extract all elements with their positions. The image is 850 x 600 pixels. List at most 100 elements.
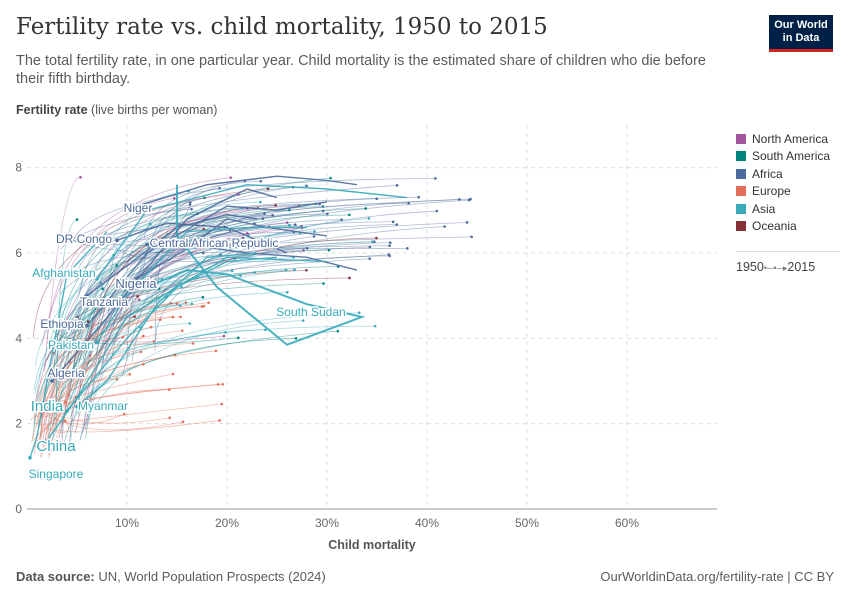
trajectory-start-point xyxy=(152,340,156,343)
series-line-myanmar xyxy=(76,252,258,408)
trajectory-start-point xyxy=(293,268,296,272)
background-trajectory xyxy=(45,331,226,390)
trajectory-start-point xyxy=(406,247,409,250)
trajectory-start-point xyxy=(284,268,288,272)
background-trajectory xyxy=(96,224,397,354)
background-trajectory xyxy=(75,312,360,414)
trajectory-start-point xyxy=(469,197,472,201)
trajectory-start-point xyxy=(465,221,469,224)
background-trajectory xyxy=(71,208,366,381)
y-tick-label: 6 xyxy=(15,246,22,260)
trajectory-start-point xyxy=(340,218,343,221)
background-trajectory xyxy=(135,226,225,286)
background-trajectory xyxy=(72,283,324,342)
background-trajectory xyxy=(77,223,151,416)
series-label: South Sudan xyxy=(276,305,345,319)
trajectory-start-point xyxy=(373,324,377,328)
legend-item[interactable]: North America xyxy=(736,130,830,148)
series-label: DR Congo xyxy=(56,232,112,246)
background-trajectory xyxy=(43,316,135,368)
background-trajectory xyxy=(46,335,144,442)
legend-item[interactable]: Europe xyxy=(736,183,830,201)
background-trajectory xyxy=(37,316,181,412)
trajectory-start-point xyxy=(388,244,391,247)
legend-item[interactable]: Oceania xyxy=(736,218,830,236)
trajectory-start-point xyxy=(218,419,221,422)
trajectory-start-point xyxy=(180,285,183,289)
series-end-point xyxy=(145,285,149,289)
legend-label: Oceania xyxy=(752,219,797,234)
background-trajectory xyxy=(38,288,160,428)
x-tick-label: 50% xyxy=(515,516,539,530)
trajectory-start-point xyxy=(202,304,206,308)
trajectory-start-point xyxy=(395,184,399,187)
background-trajectory xyxy=(81,196,419,254)
legend-item[interactable]: Africa xyxy=(736,165,830,183)
trajectory-start-point xyxy=(368,257,371,260)
owid-logo[interactable]: Our World in Data xyxy=(769,15,833,52)
series-end-point xyxy=(85,293,89,298)
trajectory-start-point xyxy=(288,223,291,227)
trajectory-start-point xyxy=(368,245,372,249)
trajectory-start-point xyxy=(79,272,82,276)
trajectory-start-point xyxy=(75,218,79,221)
background-trajectory xyxy=(46,342,194,414)
timeline-end: 2015 xyxy=(787,260,816,274)
trajectory-start-point xyxy=(285,291,289,294)
trajectory-start-point xyxy=(142,334,145,338)
background-trajectory xyxy=(45,413,125,425)
series-end-point xyxy=(45,438,49,443)
background-trajectory xyxy=(38,354,176,414)
timeline-start: 1950 xyxy=(736,260,764,274)
trajectory-start-point xyxy=(139,350,143,354)
series-end-point xyxy=(115,238,119,242)
series-line-afghanistan xyxy=(96,184,408,280)
background-trajectory xyxy=(57,291,288,415)
trajectory-start-point xyxy=(63,419,67,422)
trajectory-start-point xyxy=(222,334,226,338)
background-trajectory xyxy=(45,420,70,433)
trajectory-start-point xyxy=(367,217,371,220)
series-label: Tanzania xyxy=(80,295,128,309)
trajectory-start-point xyxy=(305,269,308,272)
trajectory-start-point xyxy=(237,336,240,340)
source-url[interactable]: OurWorldinData.org/fertility-rate | CC B… xyxy=(600,569,834,584)
trajectory-start-point xyxy=(181,420,185,424)
background-trajectory xyxy=(86,204,276,345)
series-line-nigeria xyxy=(136,218,328,280)
legend-item[interactable]: Asia xyxy=(736,200,830,218)
background-trajectory xyxy=(126,180,245,355)
trajectory-start-point xyxy=(173,353,177,357)
legend-label: Africa xyxy=(752,166,783,181)
background-trajectory xyxy=(62,337,297,448)
background-trajectory xyxy=(73,205,300,343)
trajectory-start-point xyxy=(224,245,227,248)
background-trajectory xyxy=(34,257,294,394)
background-trajectory xyxy=(44,383,223,411)
background-trajectory xyxy=(57,278,163,412)
trajectory-start-point xyxy=(216,383,220,386)
trajectory-start-point xyxy=(395,223,399,226)
background-trajectory xyxy=(34,319,161,412)
trajectory-start-point xyxy=(121,335,125,339)
background-trajectory xyxy=(56,325,376,414)
background-trajectory xyxy=(39,341,154,421)
trajectory-start-point xyxy=(136,295,139,298)
trajectory-start-point xyxy=(285,221,289,224)
legend-swatch xyxy=(736,133,746,144)
background-trajectory xyxy=(69,323,190,402)
trajectory-start-point xyxy=(293,223,297,226)
background-trajectory xyxy=(46,410,184,431)
background-trajectory xyxy=(122,198,471,257)
trajectory-start-point xyxy=(191,342,195,345)
background-trajectory xyxy=(88,249,330,329)
background-trajectory xyxy=(119,253,192,312)
timeline-legend: 1950•─•─▸2015 xyxy=(736,251,840,274)
background-trajectory xyxy=(33,401,66,418)
series-label: Singapore xyxy=(29,467,84,481)
background-trajectory xyxy=(55,316,79,451)
legend-item[interactable]: South America xyxy=(736,148,830,166)
background-trajectory xyxy=(70,213,328,333)
y-tick-label: 2 xyxy=(15,417,22,431)
background-trajectory xyxy=(110,218,263,363)
